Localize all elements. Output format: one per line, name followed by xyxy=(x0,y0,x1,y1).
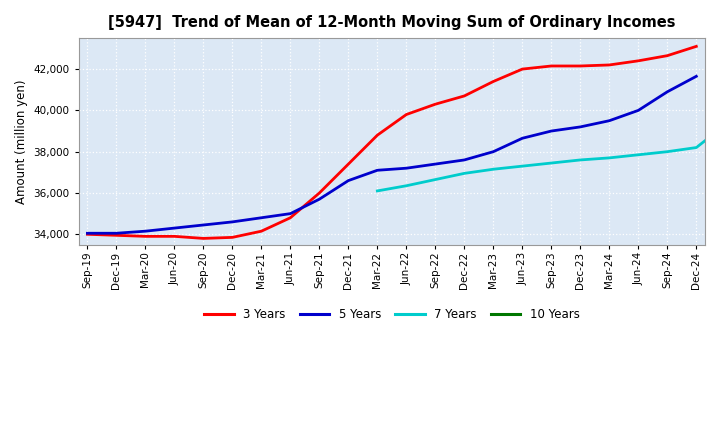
Y-axis label: Amount (million yen): Amount (million yen) xyxy=(15,79,28,204)
Legend: 3 Years, 5 Years, 7 Years, 10 Years: 3 Years, 5 Years, 7 Years, 10 Years xyxy=(199,303,585,326)
Title: [5947]  Trend of Mean of 12-Month Moving Sum of Ordinary Incomes: [5947] Trend of Mean of 12-Month Moving … xyxy=(108,15,675,30)
